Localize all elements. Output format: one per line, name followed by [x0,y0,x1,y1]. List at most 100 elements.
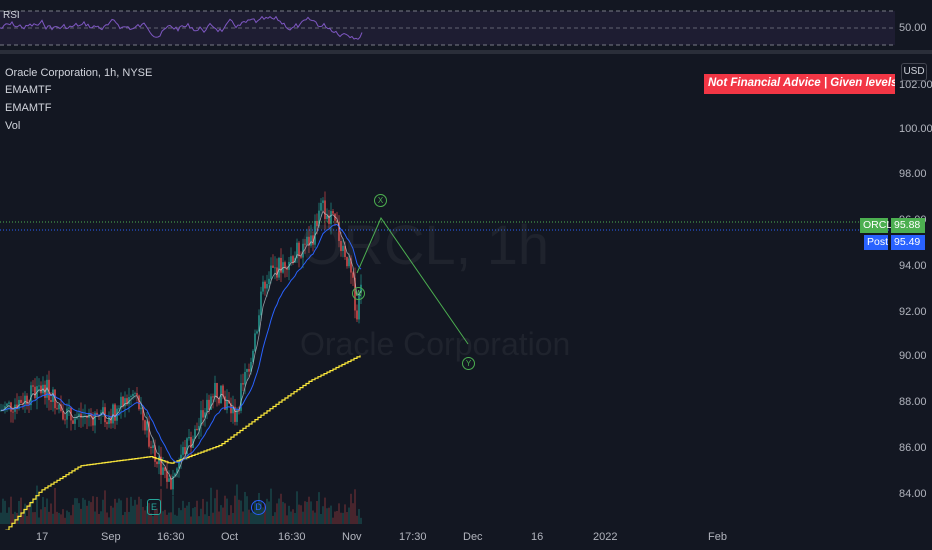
volume-bar [238,499,240,524]
price-tick: 92.00 [899,306,927,318]
candle-body [200,410,202,426]
volume-bar [50,503,52,524]
candle-body [272,265,274,268]
earnings-event-icon[interactable]: E [147,499,161,515]
volume-bar [92,496,94,524]
volume-bar [232,512,234,524]
candle-body [326,215,328,219]
volume-bar [30,500,32,524]
volume-bar [190,516,192,524]
candle-body [234,406,236,422]
candle-body [184,447,186,454]
candle-body [266,283,268,289]
volume-bar [342,512,344,524]
volume-bar [332,517,334,524]
candle-body [222,385,224,397]
wave-label-x[interactable]: X [374,194,387,207]
candle-body [48,379,50,401]
candle-body [118,407,120,409]
volume-bar [306,501,308,524]
volume-bar [252,511,254,524]
dividend-event-icon[interactable]: D [251,500,266,515]
candle-body [94,412,96,426]
volume-bar [180,510,182,524]
volume-bar [126,497,128,524]
volume-bar [276,503,278,524]
volume-bar [152,515,154,524]
volume-bar [328,507,330,524]
candle-body [278,257,280,278]
volume-bar [118,498,120,524]
volume-bar [344,504,346,524]
candle-body [298,242,300,257]
volume-bar [34,512,36,524]
volume-bar [308,496,310,524]
watermark-name: Oracle Corporation [300,326,571,362]
candle-body [128,396,130,405]
volume-bar [206,501,208,524]
volume-bar [182,500,184,524]
ema-fast-line [1,210,362,480]
candle-body [274,267,276,269]
volume-bar [336,511,338,524]
pane-divider[interactable] [0,50,932,54]
volume-bar [120,500,122,524]
volume-bar [108,517,110,524]
volume-bar [166,514,168,524]
candle-body [210,396,212,410]
post-price-tag: 95.49 [891,235,925,250]
candle-body [316,220,318,227]
price-tick: 86.00 [899,442,927,454]
price-chart[interactable] [0,54,895,530]
indicator-volume[interactable]: Vol [5,120,21,132]
candle-body [144,420,146,431]
price-tick: 94.00 [899,260,927,272]
disclaimer-banner: Not Financial Advice | Given levels are [704,74,895,94]
candle-body [138,395,140,410]
time-tick: Dec [463,531,483,543]
time-tick: Feb [708,531,727,543]
candle-body [132,393,134,397]
currency-button[interactable]: USD [901,63,927,81]
volume-bar [110,505,112,524]
volume-bar [12,513,14,524]
candle-body [246,369,248,372]
volume-bar [272,515,274,524]
volume-bar [224,495,226,524]
indicator-ema-2[interactable]: EMAMTF [5,102,52,114]
volume-bar [274,512,276,524]
volume-bar [218,511,220,524]
volume-bar [70,515,72,524]
candle-body [46,379,48,398]
indicator-ema-1[interactable]: EMAMTF [5,84,52,96]
volume-bar [230,505,232,524]
symbol-title[interactable]: Oracle Corporation, 1h, NYSE [5,67,153,79]
candle-body [146,421,148,431]
volume-bar [352,503,354,524]
wave-label-w[interactable]: W [352,287,365,300]
candle-body [182,447,184,455]
candle-body [66,408,68,420]
volume-bar [338,503,340,524]
volume-bar [176,515,178,524]
candle-body [312,235,314,245]
price-tick: 100.00 [899,123,932,135]
rsi-pane[interactable] [0,0,895,50]
volume-bar [288,505,290,524]
candle-body [4,406,6,411]
candle-body [64,419,66,421]
volume-bar [268,501,270,524]
volume-bar [0,512,2,524]
candle-body [32,385,34,387]
candle-body [342,245,344,252]
candle-body [328,215,330,224]
volume-bar [162,511,164,524]
candle-body [176,468,178,474]
volume-bar [214,498,216,524]
candle-body [332,211,334,214]
candle-body [206,399,208,413]
candle-body [346,256,348,267]
wave-label-y[interactable]: Y [462,357,475,370]
volume-bar [292,509,294,524]
volume-bar [32,512,34,524]
